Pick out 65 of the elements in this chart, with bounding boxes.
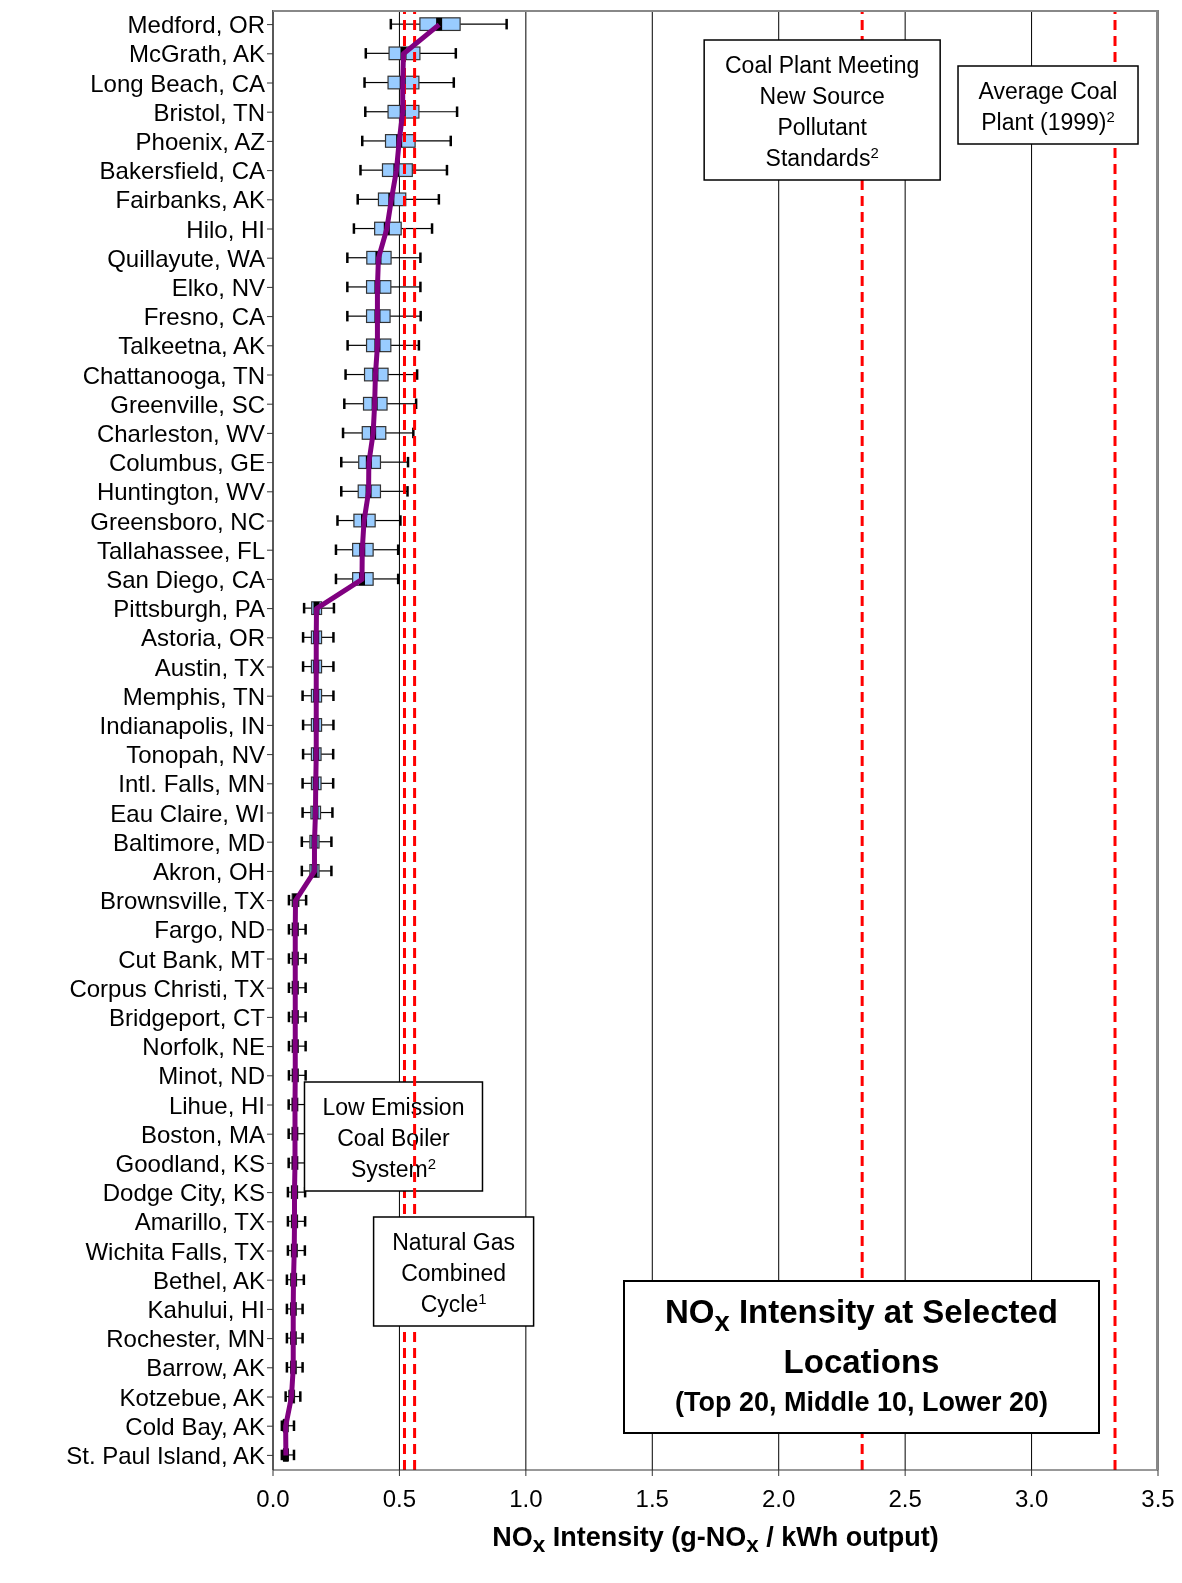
y-tick-label: Hilo, HI <box>186 215 265 243</box>
text: (Top 20, Middle 10, Lower 20) <box>673 1385 1050 1419</box>
y-tick-label: Tonopah, NV <box>126 741 265 769</box>
y-tick-label: Baltimore, MD <box>112 828 265 856</box>
y-tick-label: Fargo, ND <box>154 916 265 944</box>
y-tick-label: Columbus, GE <box>108 449 265 477</box>
y-tick-label: Corpus Christi, TX <box>69 974 265 1002</box>
y-tick-label: Memphis, TN <box>122 682 265 710</box>
y-tick-label: Fresno, CA <box>143 303 265 331</box>
y-tick-label: Cut Bank, MT <box>118 945 266 973</box>
ref-line-label: Low Emission Coal Boiler System$^{2}$ <box>322 1094 465 1182</box>
y-tick-label: McGrath, AK <box>128 40 265 68</box>
x-tick-label: 3.0 <box>1014 1485 1049 1513</box>
y-tick-label: Pittsburgh, PA <box>113 595 265 623</box>
text: NO$_{x}$ Intensity at Selected Locations <box>663 1292 1060 1382</box>
y-tick-label: Bethel, AK <box>152 1266 265 1294</box>
y-tick-label: Boston, MA <box>140 1120 265 1148</box>
y-tick-label: Bakersfield, CA <box>99 157 265 185</box>
x-tick-label: 1.5 <box>635 1485 669 1513</box>
y-tick-label: Lihue, HI <box>168 1091 265 1119</box>
ref-line-label: Average Coal Plant (1999)$^{2}$ <box>978 78 1118 135</box>
y-tick-label: Dodge City, KS <box>102 1179 265 1207</box>
y-tick-label: Rochester, MN <box>106 1325 265 1353</box>
y-tick-label: Greensboro, NC <box>90 507 265 535</box>
y-tick-label: Brownsville, TX <box>100 887 265 915</box>
y-tick-label: Bridgeport, CT <box>108 1003 266 1031</box>
y-tick-label: Goodland, KS <box>115 1149 265 1177</box>
y-tick-label: San Diego, CA <box>106 565 265 593</box>
y-tick-label: Cold Bay, AK <box>125 1412 265 1440</box>
y-tick-label: Norfolk, NE <box>142 1033 265 1061</box>
y-tick-label: Charleston, WV <box>96 419 265 447</box>
y-tick-label: Long Beach, CA <box>90 69 265 97</box>
x-tick-label: 0.0 <box>256 1485 290 1513</box>
y-tick-label: Elko, NV <box>171 273 265 301</box>
y-tick-label: Indianapolis, IN <box>99 711 265 739</box>
ref-line-label: Natural Gas Combined Cycle$^{1}$ <box>392 1229 515 1317</box>
x-tick-label: 2.5 <box>888 1485 922 1513</box>
y-tick-label: Greenville, SC <box>110 390 265 418</box>
y-tick-label: St. Paul Island, AK <box>66 1441 265 1469</box>
x-tick-label: 0.5 <box>382 1485 417 1513</box>
y-tick-label: Quillayute, WA <box>107 244 265 272</box>
y-tick-label: Bristol, TN <box>153 98 265 126</box>
ref-line-label: Coal Plant Meeting New Source Pollutant Standards$^{2}$ <box>724 52 920 171</box>
y-tick-label: Intl. Falls, MN <box>118 770 265 798</box>
y-tick-label: Tallahassee, FL <box>96 536 265 564</box>
x-tick-label: 2.0 <box>762 1485 796 1513</box>
y-tick-label: Fairbanks, AK <box>115 186 265 214</box>
y-tick-label: Barrow, AK <box>146 1354 265 1382</box>
y-tick-label: Medford, OR <box>127 11 265 39</box>
x-tick-label: 1.0 <box>509 1485 543 1513</box>
y-tick-label: Wichita Falls, TX <box>85 1237 265 1265</box>
x-axis-title: NO$_{x}$ Intensity (g-NO$_{x}$ / kWh output) <box>491 1522 940 1559</box>
y-tick-label: Amarillo, TX <box>134 1208 265 1236</box>
y-tick-label: Huntington, WV <box>96 478 265 506</box>
y-tick-label: Phoenix, AZ <box>135 127 265 155</box>
y-tick-label: Austin, TX <box>154 653 265 681</box>
y-tick-label: Chattanooga, TN <box>82 361 265 389</box>
y-tick-label: Talkeetna, AK <box>118 332 265 360</box>
y-tick-label: Astoria, OR <box>140 624 265 652</box>
y-tick-label: Kotzebue, AK <box>119 1383 265 1411</box>
y-tick-label: Akron, OH <box>152 857 265 885</box>
y-tick-label: Minot, ND <box>158 1062 265 1090</box>
x-tick-label: 3.5 <box>1141 1485 1175 1513</box>
y-tick-label: Kahului, HI <box>147 1295 265 1323</box>
y-tick-label: Eau Claire, WI <box>110 799 265 827</box>
